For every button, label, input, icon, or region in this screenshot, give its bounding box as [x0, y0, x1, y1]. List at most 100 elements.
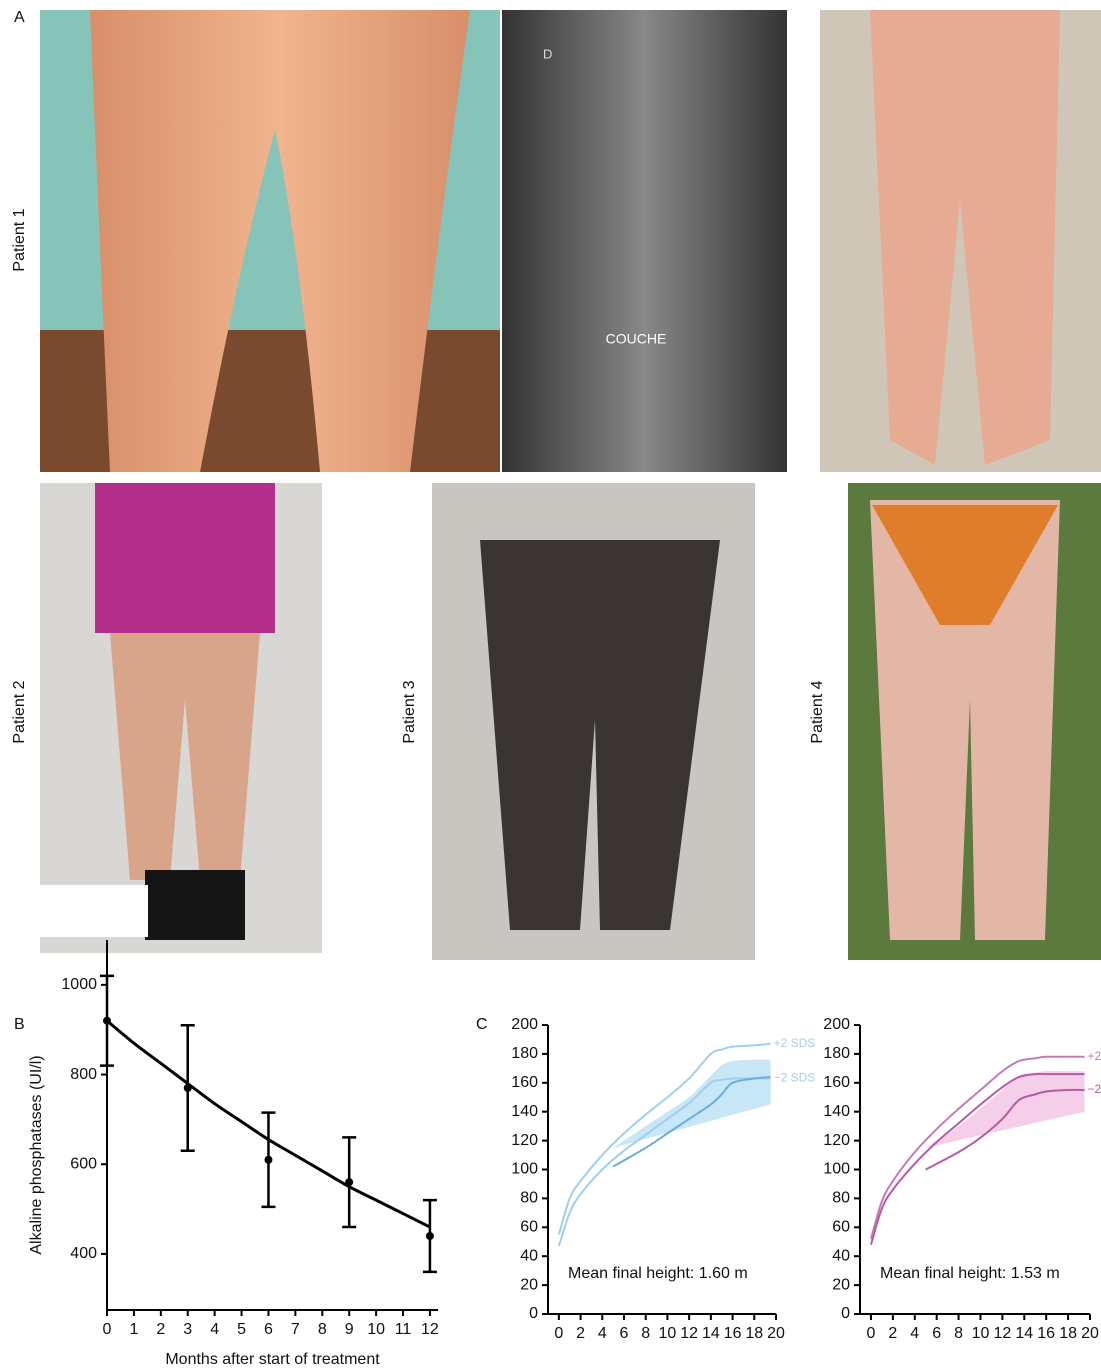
patient-label: Patient 4	[809, 680, 826, 743]
patient-label: Patient 2	[11, 680, 28, 743]
y-tick-label: 100	[823, 1161, 850, 1178]
y-tick-label: 140	[823, 1103, 850, 1120]
patient-label: Patient 3	[401, 680, 418, 743]
y-tick-label: 400	[70, 1245, 97, 1262]
y-tick-label: 180	[511, 1045, 538, 1062]
line	[557, 1042, 771, 1235]
photo-legs	[870, 10, 1060, 465]
x-tick-label: 0	[554, 1325, 563, 1342]
x-tick-label: 20	[1081, 1325, 1099, 1342]
y-tick-label: 160	[511, 1074, 538, 1091]
x-tick-label: 14	[702, 1325, 720, 1342]
band	[613, 1059, 771, 1148]
photo-socks	[145, 870, 245, 940]
x-tick-label: 18	[745, 1325, 763, 1342]
y-tick-label: 20	[520, 1276, 538, 1293]
xray	[502, 10, 787, 472]
photo-legs	[90, 10, 470, 472]
series-label: −2 SDS	[774, 1071, 816, 1085]
y-tick-label: 0	[529, 1305, 538, 1322]
y-tick-label: 200	[511, 1016, 538, 1033]
y-tick-label: 1000	[61, 976, 97, 993]
y-tick-label: 40	[520, 1247, 538, 1264]
y-tick-label: 40	[832, 1247, 850, 1264]
x-tick-label: 12	[993, 1325, 1011, 1342]
x-tick-label: 2	[576, 1325, 585, 1342]
x-tick-label: 5	[237, 1321, 246, 1338]
x-axis-label: Months after start of treatment	[165, 1351, 380, 1368]
panel-label: A	[14, 9, 25, 26]
x-tick-label: 2	[888, 1325, 897, 1342]
y-tick-label: 120	[823, 1132, 850, 1149]
photo-shorts	[95, 483, 275, 633]
patient-label: Patient 1	[11, 208, 28, 271]
xray-mark: COUCHE	[606, 331, 667, 347]
y-tick-label: 800	[70, 1066, 97, 1083]
x-tick-label: 6	[932, 1325, 941, 1342]
x-tick-label: 6	[620, 1325, 629, 1342]
x-tick-label: 3	[183, 1321, 192, 1338]
line	[106, 1019, 431, 1229]
y-tick-label: 60	[832, 1219, 850, 1236]
x-tick-label: 4	[210, 1321, 219, 1338]
x-tick-label: 11	[395, 1321, 412, 1338]
x-tick-label: 0	[103, 1321, 112, 1338]
x-tick-label: 14	[1015, 1325, 1033, 1342]
xray-mark: D	[543, 46, 552, 61]
y-tick-label: 600	[70, 1155, 97, 1172]
photo-underwear	[872, 505, 1058, 625]
x-tick-label: 10	[367, 1321, 385, 1338]
photo-legs	[870, 500, 1060, 940]
line	[557, 1077, 771, 1247]
annotation: Mean final height: 1.53 m	[880, 1265, 1060, 1282]
photo-mask	[40, 885, 148, 937]
y-tick-label: 60	[520, 1219, 538, 1236]
x-tick-label: 0	[866, 1325, 875, 1342]
y-tick-label: 160	[823, 1074, 850, 1091]
y-tick-label: 80	[520, 1190, 538, 1207]
x-tick-label: 4	[598, 1325, 607, 1342]
photo-legs	[480, 540, 720, 930]
y-tick-label: 200	[823, 1016, 850, 1033]
x-tick-label: 10	[972, 1325, 990, 1342]
series-label: +2	[1088, 1049, 1101, 1063]
x-tick-label: 8	[318, 1321, 327, 1338]
band	[925, 1071, 1085, 1148]
annotation: Mean final height: 1.60 m	[568, 1265, 748, 1282]
x-tick-label: 16	[724, 1325, 742, 1342]
panel-label: B	[14, 1016, 25, 1033]
photo-legs	[110, 633, 260, 880]
x-tick-label: 7	[291, 1321, 300, 1338]
panel-label: C	[476, 1016, 488, 1033]
line	[612, 1076, 771, 1168]
x-tick-label: 8	[641, 1325, 650, 1342]
y-tick-label: 100	[511, 1161, 538, 1178]
line	[869, 1072, 1085, 1245]
x-tick-label: 2	[156, 1321, 165, 1338]
x-tick-label: 9	[345, 1321, 354, 1338]
line	[869, 1055, 1085, 1240]
y-tick-label: 180	[823, 1045, 850, 1062]
x-tick-label: 18	[1059, 1325, 1077, 1342]
y-tick-label: 120	[511, 1132, 538, 1149]
x-tick-label: 8	[954, 1325, 963, 1342]
x-tick-label: 20	[767, 1325, 785, 1342]
point	[264, 1155, 273, 1164]
y-tick-label: 80	[832, 1190, 850, 1207]
x-tick-label: 6	[264, 1321, 273, 1338]
series-label: +2 SDS	[774, 1036, 816, 1050]
y-axis-label: Alkaline phosphatases (UI/l)	[28, 1055, 45, 1254]
x-tick-label: 12	[680, 1325, 698, 1342]
x-tick-label: 1	[129, 1321, 138, 1338]
y-tick-label: 0	[841, 1305, 850, 1322]
x-tick-label: 4	[910, 1325, 919, 1342]
y-tick-label: 140	[511, 1103, 538, 1120]
point	[425, 1232, 434, 1240]
x-tick-label: 12	[421, 1321, 439, 1338]
series-label: −2	[1088, 1082, 1101, 1096]
photos	[40, 10, 1101, 960]
x-tick-label: 10	[659, 1325, 677, 1342]
